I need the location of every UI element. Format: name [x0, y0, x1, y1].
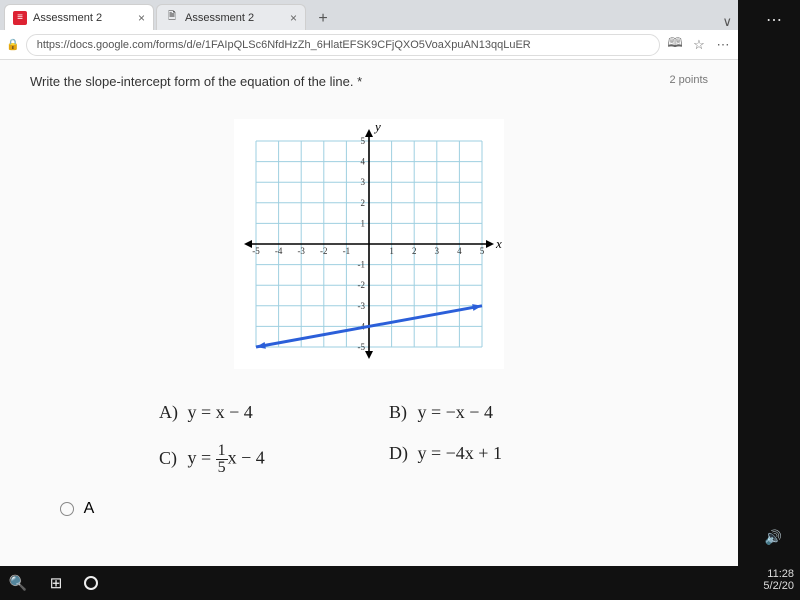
url-input[interactable]: https://docs.google.com/forms/d/e/1FAIpQ… — [26, 34, 660, 56]
system-clock[interactable]: 11:28 5/2/20 — [763, 568, 794, 592]
close-icon[interactable]: × — [138, 11, 145, 25]
cortana-icon[interactable] — [84, 576, 98, 590]
address-bar: 🔒 https://docs.google.com/forms/d/e/1FAI… — [0, 30, 738, 60]
page-icon: 🗎 — [165, 11, 179, 25]
graph-container: -5-4-3-2-112345-5-4-3-2-112345 xy — [234, 119, 504, 374]
svg-text:-3: -3 — [297, 246, 305, 256]
window-controls-icon[interactable]: ⋯ — [766, 10, 782, 30]
tab-assessment-2[interactable]: 🗎 Assessment 2 × — [156, 4, 306, 30]
volume-icon[interactable]: 🔊 — [765, 529, 782, 546]
svg-text:2: 2 — [361, 198, 366, 208]
device-bezel: ⋯ 🔊 11:28 5/2/20 — [740, 0, 800, 600]
lock-icon: 🔒 — [6, 38, 20, 51]
radio-icon — [60, 502, 74, 516]
browser-tab-strip: ≡ Assessment 2 × 🗎 Assessment 2 × + ∨ — [0, 0, 738, 30]
svg-text:x: x — [495, 236, 502, 251]
answer-d: D) y = −4x + 1 — [389, 443, 579, 476]
line-graph: -5-4-3-2-112345-5-4-3-2-112345 xy — [234, 119, 504, 369]
svg-text:3: 3 — [361, 177, 366, 187]
svg-text:-5: -5 — [252, 246, 260, 256]
reader-icon[interactable]: 🕮 — [666, 34, 684, 56]
svg-text:-4: -4 — [275, 246, 283, 256]
svg-text:-1: -1 — [358, 260, 366, 270]
form-icon: ≡ — [13, 11, 27, 25]
svg-text:1: 1 — [361, 218, 366, 228]
svg-text:-1: -1 — [343, 246, 351, 256]
svg-text:1: 1 — [389, 246, 394, 256]
answer-c: C) y = 15x − 4 — [159, 443, 349, 476]
svg-text:4: 4 — [457, 246, 462, 256]
svg-text:y: y — [373, 119, 381, 134]
svg-text:-2: -2 — [358, 280, 366, 290]
question-text: Write the slope-intercept form of the eq… — [30, 74, 708, 89]
option-label: A — [84, 500, 95, 517]
new-tab-button[interactable]: + — [312, 8, 334, 30]
svg-text:4: 4 — [361, 157, 366, 167]
favorite-icon[interactable]: ☆ — [690, 37, 708, 53]
menu-icon[interactable]: ⋯ — [714, 37, 732, 53]
windows-taskbar: 🔍 ⊞ — [0, 566, 738, 600]
answer-grid: A) y = x − 4 B) y = −x − 4 C) y = 15x − … — [159, 402, 579, 476]
answer-b: B) y = −x − 4 — [389, 402, 579, 423]
tab-label: Assessment 2 — [185, 12, 254, 24]
points-label: 2 points — [669, 74, 708, 86]
form-page: Write the slope-intercept form of the eq… — [0, 60, 738, 566]
tab-scroll-icon[interactable]: ∨ — [722, 14, 732, 30]
svg-text:-3: -3 — [358, 301, 366, 311]
close-icon[interactable]: × — [290, 11, 297, 25]
svg-text:5: 5 — [361, 136, 366, 146]
svg-text:-5: -5 — [358, 342, 366, 352]
answer-option-a[interactable]: A — [60, 500, 708, 518]
url-text: https://docs.google.com/forms/d/e/1FAIpQ… — [37, 39, 531, 51]
answer-a: A) y = x − 4 — [159, 402, 349, 423]
tab-label: Assessment 2 — [33, 12, 102, 24]
search-icon[interactable]: 🔍 — [8, 574, 28, 592]
svg-text:5: 5 — [480, 246, 485, 256]
tab-assessment-1[interactable]: ≡ Assessment 2 × — [4, 4, 154, 30]
svg-text:-2: -2 — [320, 246, 328, 256]
svg-text:3: 3 — [435, 246, 440, 256]
task-view-icon[interactable]: ⊞ — [46, 574, 66, 592]
svg-text:2: 2 — [412, 246, 417, 256]
